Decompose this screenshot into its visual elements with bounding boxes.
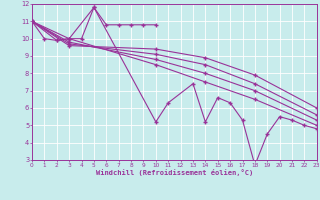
X-axis label: Windchill (Refroidissement éolien,°C): Windchill (Refroidissement éolien,°C)	[96, 169, 253, 176]
